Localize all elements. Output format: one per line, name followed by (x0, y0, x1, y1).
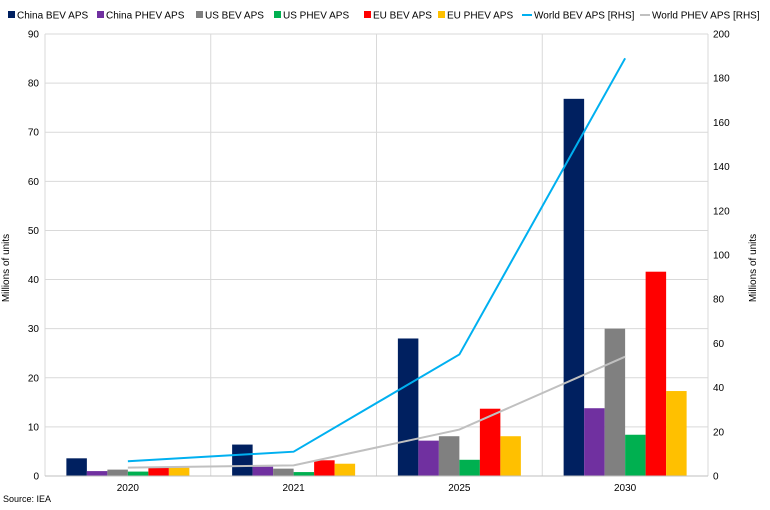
bar (563, 98, 585, 477)
y-tick-label-right: 0 (713, 472, 719, 483)
y-tick-label-left: 40 (28, 275, 40, 286)
y-tick-label-right: 180 (713, 74, 730, 85)
bar (86, 471, 108, 476)
bar (293, 472, 315, 476)
bar (500, 436, 521, 476)
legend-label: US BEV APS (205, 11, 264, 22)
legend-label: China BEV APS (17, 11, 88, 22)
bar (127, 471, 149, 476)
y-tick-label-right: 20 (713, 427, 725, 438)
bar (168, 467, 190, 476)
bar (625, 434, 646, 476)
x-tick-label: 2025 (448, 483, 471, 494)
legend-label: World BEV APS [RHS] (534, 11, 635, 22)
bar (107, 469, 128, 476)
x-tick-label: 2021 (283, 483, 306, 494)
legend: China BEV APS China PHEV APS US BEV APS US … (8, 11, 760, 22)
y-tick-label-left: 50 (28, 226, 40, 237)
legend-swatch (196, 11, 203, 18)
grid (44, 33, 709, 477)
y-tick-label-right: 120 (713, 206, 730, 217)
bar (584, 408, 605, 476)
y-tick-label-left: 70 (28, 128, 40, 139)
legend-label: China PHEV APS (106, 11, 185, 22)
y-tick-label-right: 160 (713, 118, 730, 129)
y-tick-label-right: 200 (713, 30, 730, 41)
x-axis: 2020 2021 2025 2030 (45, 475, 708, 494)
bar (604, 328, 626, 476)
bar (334, 463, 356, 476)
y-tick-label-left: 80 (28, 79, 40, 90)
source-note: Source: IEA (3, 494, 51, 504)
legend-swatch (97, 11, 104, 18)
legend-label: EU BEV APS (373, 11, 432, 22)
legend-swatch (438, 11, 445, 18)
y-axis-label-right: Millions of units (748, 234, 759, 302)
lines (127, 57, 626, 469)
bar (66, 458, 87, 476)
y-tick-label-right: 80 (713, 295, 725, 306)
left-axis: 0 10 20 30 40 50 60 70 80 90 (28, 30, 40, 483)
legend-swatch (364, 11, 371, 18)
bar (459, 459, 480, 476)
legend-swatch (274, 11, 281, 18)
x-tick-label: 2030 (614, 483, 637, 494)
y-tick-label-left: 60 (28, 177, 40, 188)
legend-label: EU PHEV APS (447, 11, 513, 22)
y-tick-label-left: 90 (28, 30, 40, 41)
y-tick-label-left: 0 (33, 472, 39, 483)
bar (645, 271, 667, 476)
y-tick-label-left: 30 (28, 324, 40, 335)
y-tick-label-right: 100 (713, 251, 730, 262)
bar (397, 338, 419, 476)
bar (273, 468, 294, 476)
bar (232, 444, 253, 476)
bar (438, 436, 460, 476)
series-line (127, 355, 626, 469)
bar (148, 467, 169, 476)
bar (479, 408, 501, 476)
legend-swatch (8, 11, 15, 18)
right-axis: 0 20 40 60 80 100 120 140 160 180 200 (713, 30, 730, 483)
legend-label: US PHEV APS (283, 11, 349, 22)
y-tick-label-left: 20 (28, 373, 40, 384)
bar (314, 460, 335, 476)
y-tick-label-right: 60 (713, 339, 725, 350)
y-tick-label-right: 40 (713, 383, 725, 394)
bar (666, 391, 687, 476)
series-line (127, 57, 626, 463)
y-tick-label-left: 10 (28, 422, 40, 433)
x-tick-label: 2020 (117, 483, 140, 494)
legend-label: World PHEV APS [RHS] (652, 11, 760, 22)
bar (418, 440, 439, 476)
y-axis-label-left: Millions of units (1, 234, 12, 302)
y-tick-label-right: 140 (713, 162, 730, 173)
bar (252, 466, 274, 476)
